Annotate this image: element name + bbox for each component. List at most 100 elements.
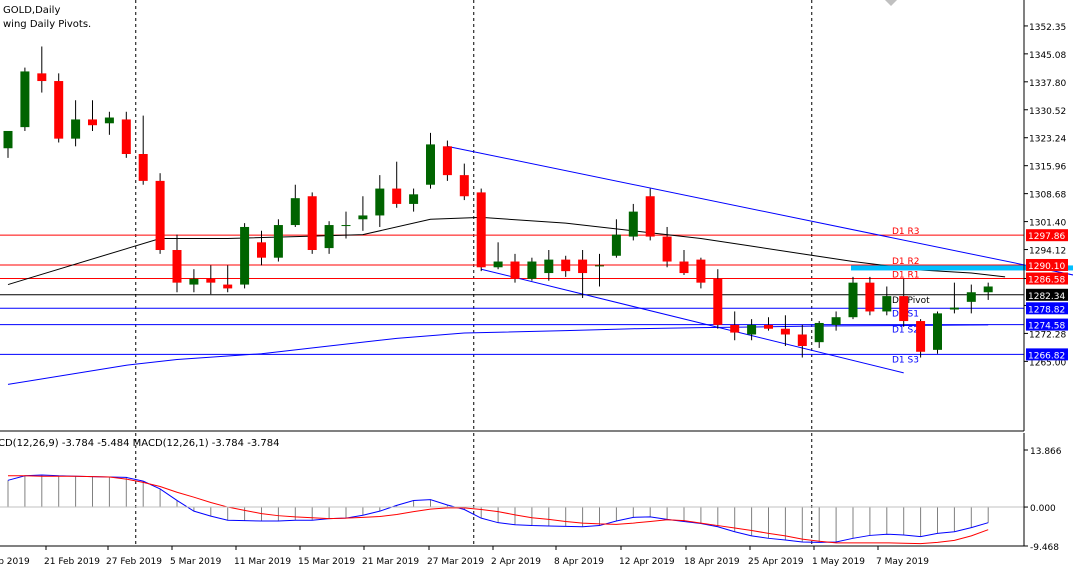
macd-histogram	[7, 474, 989, 543]
time-tick-label: 8 Apr 2019	[554, 557, 604, 567]
macd-signal	[8, 475, 989, 545]
candle-body	[138, 154, 148, 181]
macd-line	[7, 474, 989, 543]
time-tick-label: 27 Mar 2019	[427, 557, 484, 567]
time-tick-label: 1 May 2019	[812, 557, 865, 567]
time-tick-label: 2 Apr 2019	[491, 557, 541, 567]
candle-body	[595, 265, 604, 267]
candle-body	[696, 259, 706, 283]
price-axis: 1352.35 1345.08 1337.80 1330.52 1323.24 1315.…	[1024, 23, 1066, 368]
resistance-zone-bar	[851, 265, 1073, 271]
macd-legend: CD(12,26,9) -3.784 -5.484 MACD(12,26,1) …	[0, 438, 279, 449]
price-tick-label: 1301.40	[1029, 219, 1066, 229]
candle-body	[121, 119, 131, 155]
pivot-price-tag	[1026, 229, 1068, 242]
candle-body	[713, 278, 723, 325]
time-tick-label: Feb 2019	[0, 557, 30, 567]
pivot-price-tag	[1026, 288, 1068, 301]
candle-body	[949, 307, 959, 310]
resistance-zone	[851, 265, 1073, 271]
candle-body	[578, 259, 588, 274]
candle-body	[155, 180, 165, 251]
candle-body	[273, 225, 283, 258]
candle-body	[341, 225, 351, 227]
time-tick-label: 21 Mar 2019	[362, 557, 419, 567]
candle-body	[358, 215, 368, 220]
candle-body	[172, 250, 182, 283]
time-tick-label: 18 Apr 2019	[684, 557, 740, 567]
macd-signal-line	[8, 475, 989, 545]
candle-body	[426, 144, 435, 185]
time-axis: Feb 2019 21 Feb 2019 27 Feb 2019 5 Mar 2019…	[0, 546, 929, 567]
chart-shift-icon[interactable]	[885, 0, 897, 6]
candle-body	[88, 119, 97, 126]
candle-body	[628, 211, 638, 237]
candle-body	[476, 192, 486, 268]
candle-body	[206, 278, 216, 283]
pivot-label: D1 S2	[892, 326, 919, 336]
candle-body	[865, 282, 875, 312]
price-tick-label: 1272.28	[1029, 330, 1066, 340]
pivot-price-tags: 1297.86 1290.10 1286.58 1282.34 1278.82 1274.…	[1026, 229, 1068, 361]
pivot-price-tag	[1026, 258, 1068, 271]
candle-body	[189, 278, 199, 285]
candle-body	[375, 188, 385, 216]
time-tick-label: 12 Apr 2019	[619, 557, 675, 567]
pivot-label: D1 S3	[892, 355, 919, 365]
time-tick-label: 27 Feb 2019	[106, 557, 162, 567]
time-tick-label: 7 May 2019	[876, 557, 929, 567]
candle-body	[645, 196, 655, 237]
candle-body	[747, 324, 757, 335]
price-tick-label: 1352.35	[1029, 23, 1066, 33]
candle-body	[493, 261, 503, 268]
candle-body	[848, 282, 858, 318]
price-tick-label: 1337.80	[1029, 79, 1066, 89]
candle-body	[240, 226, 250, 285]
candle-body	[899, 296, 909, 322]
candle-body	[611, 234, 621, 256]
pivot-price-text: 1290.10	[1028, 262, 1065, 272]
pivot-label: D1 R3	[892, 227, 920, 237]
candle-body	[544, 259, 554, 274]
candle-body	[983, 286, 993, 293]
price-tick-label: 1294.12	[1029, 247, 1066, 257]
price-tick-label: 1265.00	[1029, 358, 1066, 368]
price-tick-label: 1345.08	[1029, 51, 1066, 61]
moving-average-line	[7, 324, 989, 385]
candle-body	[797, 334, 807, 347]
pivot-price-tag	[1026, 302, 1068, 315]
time-tick-label: 15 Mar 2019	[298, 557, 355, 567]
candle-body	[831, 317, 841, 325]
macd-tick-label: 0.000	[1030, 504, 1056, 514]
macd-axis: 13.866 0.000 -9.468	[1024, 447, 1062, 553]
pivot-price-text: 1286.58	[1028, 276, 1065, 286]
candle-body	[814, 322, 824, 343]
candle-body	[20, 71, 30, 128]
period-separators-main	[135, 0, 813, 431]
time-tick-label: 5 Mar 2019	[170, 557, 222, 567]
period-separators-macd	[135, 433, 813, 546]
candle-body	[561, 259, 571, 272]
pivot-label: D1 Pivot	[892, 296, 930, 306]
candle-body	[510, 261, 520, 279]
trend-channel	[447, 145, 1073, 374]
macd-tick-label: -9.468	[1030, 543, 1059, 553]
pivot-price-text: 1266.82	[1028, 351, 1065, 361]
pivot-price-tag	[1026, 318, 1068, 331]
candle-body	[392, 188, 402, 204]
candle-body	[679, 261, 689, 274]
pivot-label: D1 R2	[892, 257, 920, 267]
channel-line	[481, 268, 904, 374]
candle-body	[730, 324, 740, 333]
candle-body	[104, 117, 114, 124]
candle-body	[764, 324, 773, 329]
candle-body	[37, 73, 47, 82]
pivot-price-tag	[1026, 272, 1068, 285]
candle-body	[882, 296, 892, 312]
candle-body	[459, 175, 469, 197]
candle-body	[290, 198, 300, 226]
candle-body	[933, 313, 942, 350]
price-candles	[3, 46, 993, 358]
pivot-label: D1 R1	[892, 271, 920, 281]
